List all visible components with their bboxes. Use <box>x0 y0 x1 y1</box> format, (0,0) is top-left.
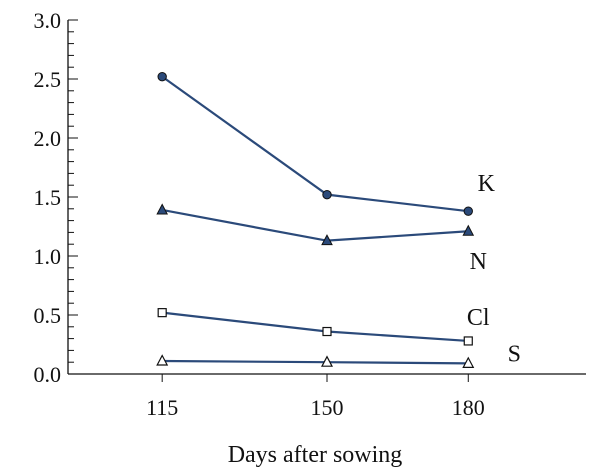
series-k <box>157 71 473 216</box>
series-point-k <box>322 189 332 200</box>
x-tick-label: 115 <box>146 395 178 420</box>
series-n <box>156 203 475 246</box>
x-axis-title: Days after sowing <box>228 442 403 467</box>
series-label-cl: Cl <box>467 305 490 331</box>
series-point-cl <box>322 326 332 337</box>
series-point-s <box>321 355 333 367</box>
y-tick-label: 1.5 <box>34 185 62 210</box>
y-ticks: 0.0 0.5 1.0 1.5 2.0 2.5 3.0 <box>34 8 78 387</box>
series-point-s <box>156 354 169 366</box>
series-point-n <box>462 224 475 236</box>
series-cl <box>157 308 473 346</box>
series-line-s <box>162 359 469 365</box>
series-line-n <box>161 208 469 242</box>
series-line-cl <box>162 311 469 343</box>
series-labels: K N Cl S <box>467 171 521 367</box>
y-tick-label: 0.0 <box>34 362 62 387</box>
y-tick-label: 1.0 <box>34 244 62 269</box>
series-point-n <box>156 203 169 215</box>
x-ticks: 115 150 180 <box>146 374 485 420</box>
series-point-k <box>157 71 167 82</box>
series-layer <box>156 71 475 368</box>
y-tick-label: 3.0 <box>34 8 62 33</box>
x-tick-label: 180 <box>452 395 485 420</box>
series-point-cl <box>463 336 473 346</box>
y-tick-label: 2.0 <box>34 126 62 151</box>
series-label-k: K <box>478 171 496 197</box>
series-label-n: N <box>470 249 487 275</box>
x-tick-label: 150 <box>311 395 344 420</box>
series-point-cl <box>157 308 167 318</box>
series-label-s: S <box>508 341 521 367</box>
series-point-k <box>463 206 473 216</box>
series-s <box>156 354 475 368</box>
series-point-s <box>462 356 475 368</box>
y-tick-label: 0.5 <box>34 303 62 328</box>
y-tick-label: 2.5 <box>34 67 62 92</box>
series-line-k <box>161 75 469 213</box>
series-point-n <box>321 234 333 246</box>
